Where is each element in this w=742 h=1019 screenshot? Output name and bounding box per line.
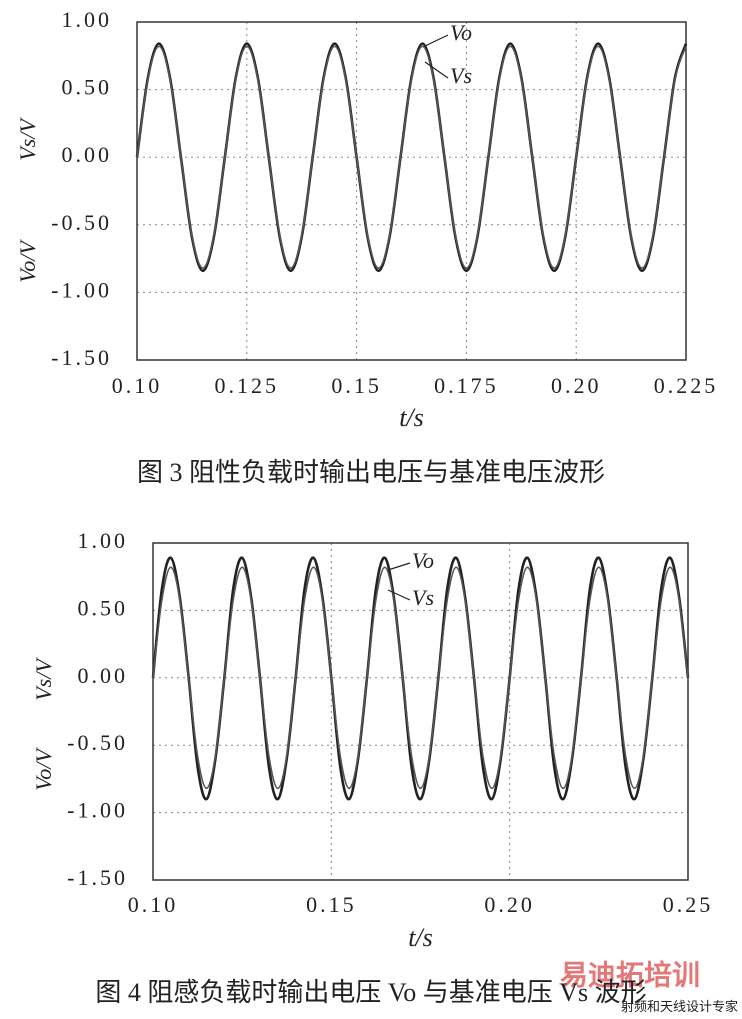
series-label: Vo bbox=[412, 548, 434, 573]
x-tick-label: 0.225 bbox=[654, 373, 719, 398]
annotation-leader bbox=[387, 562, 411, 571]
y-axis-label: Vs/V bbox=[31, 657, 56, 701]
x-tick-label: 0.125 bbox=[215, 373, 280, 398]
x-tick-label: 0.15 bbox=[331, 373, 382, 398]
x-tick-label: 0.25 bbox=[663, 892, 714, 917]
y-tick-label: 1.00 bbox=[62, 7, 113, 32]
series-line bbox=[151, 556, 690, 801]
y-tick-label: -1.00 bbox=[67, 798, 128, 823]
series-line bbox=[136, 45, 687, 269]
y-tick-label: -0.50 bbox=[51, 210, 112, 235]
series-label: Vo bbox=[450, 20, 472, 45]
x-tick-label: 0.15 bbox=[306, 892, 357, 917]
y-tick-label: -1.00 bbox=[51, 277, 112, 302]
x-axis-label: t/s bbox=[408, 923, 433, 952]
annotation-leader bbox=[424, 34, 449, 47]
x-tick-label: 0.20 bbox=[484, 892, 535, 917]
y-axis-label: Vo/V bbox=[31, 747, 56, 791]
series-label: Vs bbox=[450, 63, 472, 88]
y-tick-label: 0.50 bbox=[78, 595, 129, 620]
y-tick-label: 0.00 bbox=[78, 663, 129, 688]
watermark-brand: 易迪拓培训 bbox=[560, 958, 700, 991]
y-tick-label: -1.50 bbox=[67, 865, 128, 890]
annotation-leader bbox=[424, 61, 449, 79]
y-tick-label: 0.50 bbox=[62, 75, 113, 100]
series-label: Vs bbox=[412, 585, 434, 610]
y-tick-label: 0.00 bbox=[62, 142, 113, 167]
watermark-slogan: 射频和天线设计专家 bbox=[621, 999, 738, 1014]
x-tick-label: 0.175 bbox=[434, 373, 499, 398]
y-tick-label: -0.50 bbox=[67, 730, 128, 755]
caption: 图 3 阻性负载时输出电压与基准电压波形 bbox=[137, 458, 605, 487]
y-axis-label: Vo/V bbox=[15, 239, 40, 283]
y-axis-label: Vs/V bbox=[15, 117, 40, 161]
x-tick-label: 0.20 bbox=[551, 373, 602, 398]
plot-frame bbox=[136, 21, 687, 361]
caption: 图 4 阻感负载时输出电压 Vo 与基准电压 Vs 波形 bbox=[95, 978, 646, 1007]
x-axis-label: t/s bbox=[399, 403, 424, 432]
y-tick-label: -1.50 bbox=[51, 345, 112, 370]
annotation-leader bbox=[387, 589, 411, 601]
plot-frame bbox=[152, 542, 689, 881]
x-tick-label: 0.10 bbox=[112, 373, 163, 398]
series-line bbox=[152, 566, 689, 790]
y-tick-label: 1.00 bbox=[78, 528, 129, 553]
x-tick-label: 0.10 bbox=[128, 892, 179, 917]
